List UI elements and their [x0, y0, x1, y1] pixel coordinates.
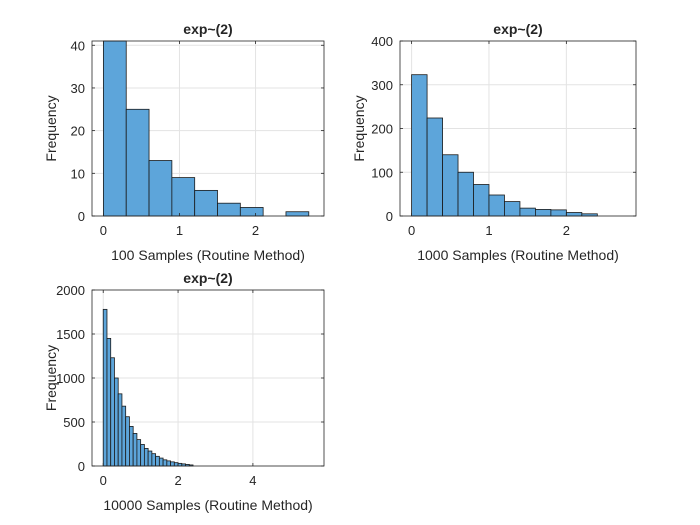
- histogram-bar: [285, 211, 310, 217]
- histogram-bar: [162, 459, 168, 467]
- histogram-bar: [166, 460, 171, 467]
- subplot-3: 0 2 4 0 500 1000 1500 2000 exp~(2) 10000 Samples …: [43, 270, 325, 513]
- x-axis-label: 1000 Samples (Routine Method): [417, 247, 619, 263]
- histogram-bar: [426, 117, 443, 217]
- x-tick-label: 2: [174, 473, 181, 488]
- histogram-bar: [411, 74, 428, 217]
- histogram-bar: [173, 462, 179, 467]
- histogram-bar: [117, 393, 123, 467]
- histogram-bar: [147, 450, 153, 467]
- y-tick-label: 20: [71, 124, 85, 139]
- y-tick-label: 30: [71, 81, 85, 96]
- histogram-bar: [140, 444, 145, 467]
- histogram-bar: [143, 447, 149, 467]
- y-tick-label: 1000: [56, 371, 85, 386]
- y-tick-label: 200: [371, 122, 393, 137]
- histogram-bar: [504, 201, 521, 217]
- x-tick-label: 1: [176, 223, 183, 238]
- x-tick-label: 2: [252, 223, 259, 238]
- histogram-bar: [550, 209, 567, 217]
- y-axis-label: Frequency: [351, 95, 367, 161]
- histogram-bar: [171, 177, 196, 217]
- x-tick-label: 0: [408, 223, 415, 238]
- x-tick-label: 2: [563, 223, 570, 238]
- histogram-bar: [519, 207, 536, 217]
- histogram-bar: [473, 184, 490, 217]
- histogram-bar: [457, 171, 474, 217]
- histogram-bar: [239, 207, 264, 217]
- axes-frame: [91, 40, 325, 217]
- x-tick-label: 1: [485, 223, 492, 238]
- y-tick-label: 400: [371, 34, 393, 49]
- histogram-bar: [125, 416, 130, 467]
- histogram-bar: [114, 377, 119, 467]
- histogram-bar: [442, 154, 459, 217]
- histogram-bar: [121, 405, 127, 467]
- y-tick-label: 0: [386, 209, 393, 224]
- histogram-bar: [217, 202, 241, 217]
- y-axis-label: Frequency: [43, 95, 59, 161]
- x-axis-label: 10000 Samples (Routine Method): [103, 497, 312, 513]
- x-tick-label: 0: [100, 223, 107, 238]
- histogram-bar: [151, 453, 157, 467]
- chart-title: exp~(2): [183, 270, 232, 286]
- histogram-bar: [125, 108, 150, 217]
- y-tick-label: 500: [63, 415, 85, 430]
- histogram-bar: [488, 194, 505, 217]
- histogram-bar: [110, 357, 115, 467]
- y-tick-label: 300: [371, 78, 393, 93]
- histogram-bar: [103, 40, 127, 217]
- y-axis-label: Frequency: [43, 345, 59, 411]
- histogram-bar: [102, 308, 108, 467]
- y-tick-label: 10: [71, 166, 85, 181]
- subplot-2: 0 1 2 0 100 200 300 400 exp~(2) 1000 Samples (Rou…: [351, 21, 637, 263]
- y-tick-label: 0: [78, 209, 85, 224]
- y-tick-label: 1500: [56, 327, 85, 342]
- histogram-bar: [155, 455, 160, 467]
- histogram-bar: [158, 457, 164, 467]
- histogram-bar: [106, 337, 112, 467]
- histogram-bar: [194, 189, 218, 217]
- chart-title: exp~(2): [493, 21, 542, 37]
- histogram-bar: [170, 461, 175, 467]
- x-tick-label: 4: [249, 473, 256, 488]
- chart-title: exp~(2): [183, 21, 232, 37]
- histogram-bar: [129, 425, 134, 467]
- y-tick-label: 40: [71, 38, 85, 53]
- histogram-bar: [136, 439, 142, 467]
- x-axis-label: 100 Samples (Routine Method): [111, 247, 305, 263]
- y-tick-label: 2000: [56, 283, 85, 298]
- y-tick-label: 100: [371, 165, 393, 180]
- histogram-bar: [535, 209, 552, 217]
- y-tick-label: 0: [78, 459, 85, 474]
- histogram-bar: [565, 212, 583, 217]
- histogram-bar: [148, 160, 173, 217]
- histogram-bar: [132, 433, 138, 467]
- x-tick-label: 0: [100, 473, 107, 488]
